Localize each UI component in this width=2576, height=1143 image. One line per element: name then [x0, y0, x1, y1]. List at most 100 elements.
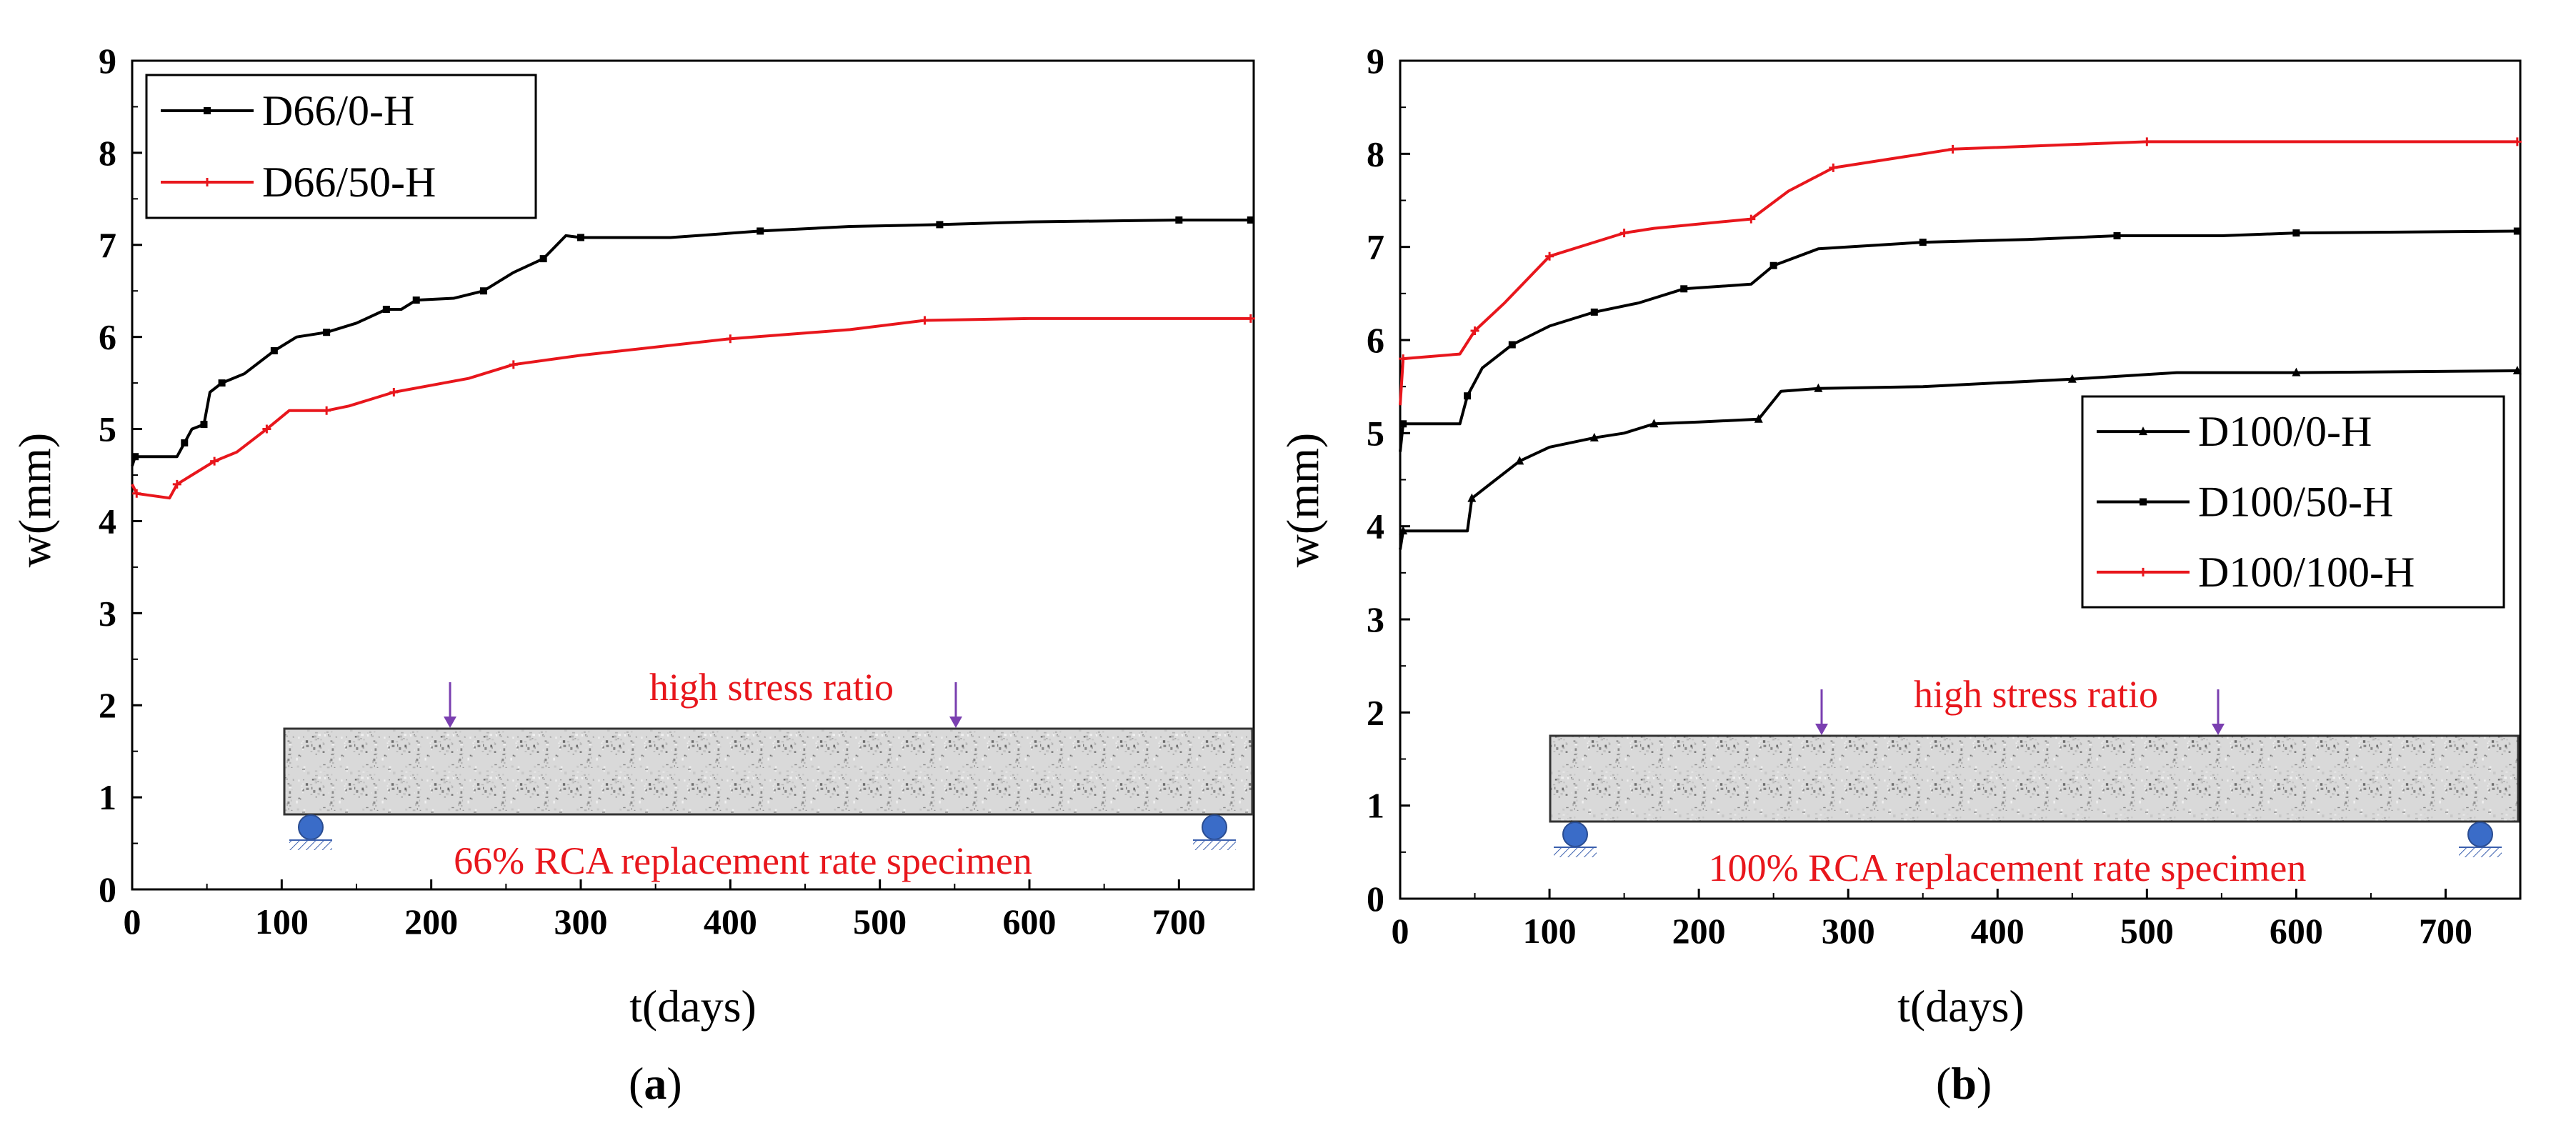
chart-b-ylabel: w(mm)	[1277, 433, 1328, 567]
chart-a-series-group	[131, 216, 1255, 500]
chart-b-series-0-point	[2067, 374, 2077, 383]
chart-b-support-ground	[1554, 847, 1597, 857]
chart-b-ytick-label: 2	[1367, 692, 1384, 732]
chart-b-load-arrowhead	[1815, 724, 1828, 735]
panel-label-b-letter: b	[1951, 1058, 1977, 1109]
chart-b-annotation-high-stress: high stress ratio	[1914, 673, 2158, 716]
chart-b-xtick-label: 700	[2419, 911, 2472, 951]
chart-b-support-roller	[2467, 822, 2493, 847]
chart-a-series-1-point	[132, 489, 141, 498]
chart-a-ytick-label: 0	[99, 869, 116, 909]
chart-b-load-arrowhead	[2212, 724, 2225, 735]
chart-b-beam-diagram	[1549, 689, 2520, 857]
chart-b-legend-marker	[2140, 498, 2147, 506]
chart-a-series-1-point	[920, 316, 929, 325]
chart-a-series-0-point	[479, 287, 487, 295]
chart-a-ytick-label: 3	[99, 593, 116, 633]
chart-a-annotation-high-stress: high stress ratio	[649, 666, 894, 709]
chart-b-legend-label: D100/50-H	[2198, 479, 2393, 526]
chart-a-series-0-point	[382, 306, 390, 313]
chart-b-series-2-point	[1829, 163, 1838, 172]
chart-a-series-1-point	[509, 360, 518, 369]
chart-b-series-group	[1399, 137, 2522, 550]
chart-a-series-0-point	[323, 329, 331, 336]
chart-b-series-1-point	[2292, 229, 2300, 237]
chart-a-series-0-point	[131, 453, 139, 461]
chart-a-legend-marker	[204, 107, 211, 114]
chart-a-ytick-label: 2	[99, 685, 116, 725]
chart-a-xtick-label: 0	[124, 902, 141, 942]
chart-a-xtick-label: 300	[554, 902, 608, 942]
chart-a-series-1-line	[131, 316, 1251, 500]
chart-a-series-0-point	[1247, 216, 1254, 224]
chart-a-series-1-point	[389, 388, 399, 396]
chart-a-legend: D66/0-H D66/50-H	[145, 74, 537, 219]
chart-a-series-1-point	[322, 406, 331, 415]
chart-a-ytick-label: 8	[99, 133, 116, 173]
chart-a-series-1-point	[726, 334, 735, 344]
chart-a-xtick-label: 100	[255, 902, 309, 942]
chart-b-ytick-label: 4	[1367, 506, 1384, 546]
chart-b-series-2-point	[1399, 354, 1408, 364]
chart-a-support-roller	[298, 814, 324, 840]
chart-b-xtick-label: 400	[1971, 911, 2025, 951]
chart-a-series-0-line	[131, 219, 1251, 466]
chart-b-series-1-point	[1590, 308, 1598, 316]
chart-b-ytick-label: 3	[1367, 599, 1384, 639]
chart-a-xtick-label: 200	[404, 902, 458, 942]
chart-b-series-0-point	[1589, 432, 1599, 441]
chart-b-beam	[1549, 734, 2520, 823]
chart-b-ytick-label: 0	[1367, 879, 1384, 919]
chart-a-load-arrowhead	[949, 717, 962, 728]
chart-b-legend-marker	[2139, 567, 2147, 577]
chart-b-support-roller	[1562, 822, 1588, 847]
chart-b-legend-label: D100/100-H	[2198, 549, 2415, 596]
chart-b-xtick-label: 0	[1392, 911, 1409, 951]
chart-a-legend-marker	[203, 178, 211, 186]
panel-label-a-letter: a	[644, 1058, 667, 1109]
panel-label-a: (a)	[629, 1058, 682, 1109]
chart-a-annotation-specimen: 66% RCA replacement rate specimen	[454, 839, 1032, 882]
chart-b-support-ground	[2459, 847, 2502, 857]
chart-a-support-ground	[1193, 840, 1236, 850]
chart-panel-b: 0 100 200 300 400 500 600 700 0 1 2 3 4 5 6 7 8 9 w(mm) t…	[1277, 41, 2522, 1032]
chart-a-support-roller	[1202, 814, 1227, 840]
chart-b-xtick-label: 500	[2120, 911, 2174, 951]
chart-a-xtick-label: 600	[1003, 902, 1057, 942]
chart-b-series-2-point	[1619, 229, 1629, 238]
chart-a-legend-label: D66/0-H	[262, 87, 414, 134]
chart-b-series-1-point	[1680, 285, 1688, 293]
chart-a-ytick-label: 9	[99, 41, 116, 81]
chart-a-series-1-point	[172, 479, 181, 489]
chart-a-series-0-point	[577, 234, 584, 241]
chart-a-series-0-point	[200, 421, 208, 429]
chart-a-load-arrowhead	[444, 717, 456, 728]
chart-b-series-1-point	[1508, 341, 1516, 349]
chart-a-ylabel: w(mm)	[9, 433, 60, 567]
chart-a-support-ground	[289, 840, 332, 850]
chart-a-series-1-point	[1246, 314, 1255, 323]
chart-a-series-0-point	[936, 221, 944, 229]
chart-b-ytick-label: 5	[1367, 413, 1384, 453]
chart-b-ytick-label: 6	[1367, 320, 1384, 360]
chart-a-series-0-point	[412, 296, 420, 304]
chart-b-xtick-label: 200	[1672, 911, 1726, 951]
chart-b-series-0-point	[1754, 414, 1763, 423]
chart-b-ytick-label: 1	[1367, 786, 1384, 826]
panel-label-b: (b)	[1936, 1058, 1992, 1109]
chart-b-series-2-point	[2512, 137, 2522, 146]
chart-a-ytick-label: 5	[99, 409, 116, 449]
chart-b-series-0-point	[1399, 526, 1408, 535]
chart-a-series-0-point	[270, 347, 278, 354]
chart-a-xtick-label: 400	[704, 902, 757, 942]
chart-a-series-0-point	[757, 227, 764, 235]
chart-b-series-0-point	[1515, 456, 1524, 465]
chart-a-ytick-label: 6	[99, 317, 116, 357]
chart-a-series-0-point	[539, 255, 547, 263]
chart-b-ytick-label: 9	[1367, 41, 1384, 81]
chart-a-ytick-label: 7	[99, 225, 116, 265]
chart-a-legend-box	[145, 74, 537, 219]
chart-a-xtick-label: 700	[1152, 902, 1206, 942]
chart-b-series-2-point	[1948, 144, 1957, 154]
